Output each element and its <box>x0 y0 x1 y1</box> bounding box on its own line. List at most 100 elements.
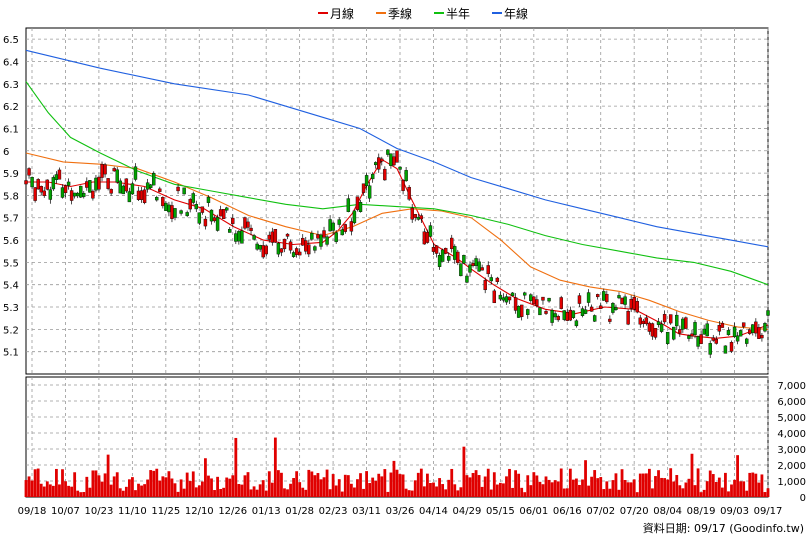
candle-body <box>684 317 688 329</box>
candle-body <box>532 296 536 305</box>
volume-bar <box>88 487 92 497</box>
volume-bar <box>389 472 393 497</box>
volume-bar <box>474 470 478 497</box>
candle-body <box>297 251 302 256</box>
volume-bar <box>328 489 332 497</box>
volume-bar <box>581 479 584 497</box>
candle-body <box>337 219 341 225</box>
volume-bar <box>441 484 445 497</box>
volume-bar <box>751 472 755 497</box>
volume-bar <box>635 492 639 497</box>
volume-bar <box>51 485 55 497</box>
candle-body <box>319 234 323 247</box>
candle-body <box>702 328 706 335</box>
volume-bar <box>307 469 311 497</box>
candle-body <box>741 322 746 327</box>
candle-body <box>24 180 28 185</box>
candle-body <box>647 322 652 332</box>
candle-body <box>617 295 621 299</box>
candle-body <box>714 338 719 344</box>
volume-bar <box>523 492 527 497</box>
volume-bar <box>438 478 441 497</box>
volume-bar <box>207 475 210 497</box>
volume-bar <box>410 490 414 497</box>
candle-body <box>182 187 186 195</box>
volume-bar <box>316 473 320 497</box>
x-tick-label: 02/23 <box>319 506 348 517</box>
volume-bar <box>225 477 229 497</box>
legend-item-季線: 季線 <box>376 6 412 21</box>
volume-tick-label: 5,000 <box>777 413 806 424</box>
volume-bar <box>319 479 323 497</box>
candle-body <box>693 322 697 335</box>
volume-bar <box>602 489 606 497</box>
candle-body <box>370 173 375 180</box>
volume-bar <box>736 455 739 497</box>
volume-bar <box>222 487 226 497</box>
candle-body <box>218 209 223 217</box>
candle-body <box>553 313 557 318</box>
volume-bar <box>213 490 216 497</box>
volume-bar <box>301 487 305 497</box>
price-tick-label: 5.9 <box>3 169 19 180</box>
price-tick-label: 6.2 <box>3 102 19 113</box>
candle-body <box>173 208 177 218</box>
candle-body <box>523 292 527 296</box>
volume-bar <box>131 477 134 497</box>
volume-bar <box>137 483 140 497</box>
volume-bar <box>118 488 122 497</box>
volume-tick-label: 4,000 <box>777 429 806 440</box>
candle-body <box>751 324 755 334</box>
volume-bar <box>629 482 633 497</box>
candle-body <box>574 320 579 327</box>
volume-bar <box>237 484 241 497</box>
candle-body <box>422 231 427 245</box>
volume-bar <box>702 489 706 497</box>
candle-body <box>608 318 612 322</box>
volume-bar <box>654 476 657 497</box>
volume-bar <box>353 487 356 497</box>
volume-bar <box>173 483 177 497</box>
candle-body <box>234 233 238 242</box>
candle-body <box>252 235 256 240</box>
candle-body <box>471 263 475 266</box>
candle-body <box>328 219 332 232</box>
volume-bar <box>67 485 70 497</box>
ma-line-年線 <box>25 49 769 248</box>
candle-body <box>717 324 722 332</box>
volume-bar <box>450 468 454 497</box>
volume-bar <box>407 490 411 497</box>
volume-bar <box>529 485 533 497</box>
volume-bar <box>270 482 274 497</box>
candle-body <box>176 186 180 192</box>
candle-body <box>276 242 281 255</box>
x-tick-label: 05/15 <box>486 506 515 517</box>
volume-bar <box>368 483 372 497</box>
volume-bar <box>416 472 420 497</box>
candle-body <box>635 301 639 313</box>
candle-body <box>659 323 664 332</box>
volume-bar <box>161 476 165 497</box>
candle-body <box>468 264 472 273</box>
candle-body <box>209 209 214 222</box>
volume-bar <box>210 478 213 497</box>
candle-body <box>127 191 132 203</box>
candle-body <box>757 327 761 339</box>
volume-bar <box>204 458 207 497</box>
volume-bar <box>240 484 244 497</box>
volume-bar <box>565 488 569 497</box>
candle-body <box>346 198 351 212</box>
candle-body <box>118 180 122 194</box>
candle-body <box>571 310 576 318</box>
volume-bar <box>158 480 162 497</box>
candle-body <box>519 304 524 317</box>
candle-body <box>513 297 518 311</box>
volume-bar <box>261 480 265 497</box>
volume-bar <box>380 476 384 497</box>
volume-bar <box>340 491 344 497</box>
volume-bar <box>24 480 28 497</box>
candle-body <box>602 291 606 301</box>
candle-body <box>237 231 241 242</box>
candle-body <box>735 335 740 342</box>
volume-bar <box>502 483 505 497</box>
